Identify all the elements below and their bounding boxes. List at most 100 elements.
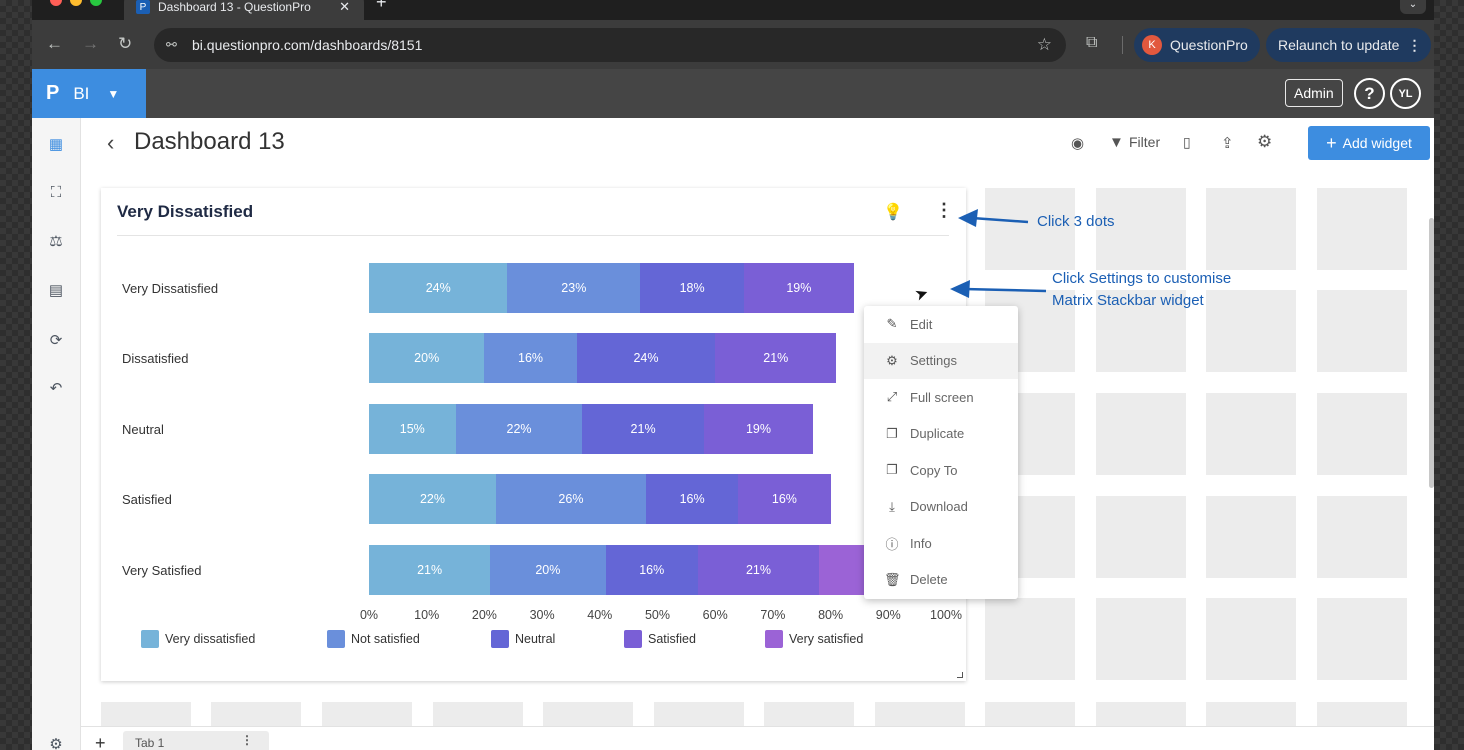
x-tick-label: 0% xyxy=(359,608,379,622)
legend-swatch xyxy=(141,630,159,648)
dashboard-grid-icon[interactable]: ▦ xyxy=(48,136,64,153)
x-tick-label: 70% xyxy=(760,608,786,622)
menu-item-duplicate[interactable]: ❐ Duplicate xyxy=(864,416,1018,452)
bar-segment[interactable]: 16% xyxy=(645,474,739,524)
minimize-window-button[interactable] xyxy=(70,0,82,6)
reply-arrow-icon[interactable]: ↶ xyxy=(49,380,63,397)
bar-segment[interactable]: 22% xyxy=(455,404,583,454)
legend-item[interactable]: Neutral xyxy=(491,630,555,648)
questionpro-logo: P xyxy=(46,82,60,104)
tab-search-icon[interactable]: ⌄ xyxy=(1400,0,1426,14)
report-chart-icon[interactable]: ▤ xyxy=(48,282,64,299)
stackbar-widget: Very Dissatisfied 💡 ⋮ Very Dissatisfied 2… xyxy=(101,188,1018,681)
resize-handle[interactable] xyxy=(957,672,963,678)
menu-item-edit[interactable]: ✎ Edit xyxy=(864,306,1018,342)
tab-more-icon[interactable]: ⋮ xyxy=(241,733,253,747)
grid-placeholder xyxy=(1096,393,1186,475)
vertical-scrollbar[interactable] xyxy=(1429,218,1434,488)
bar-segment[interactable]: 21% xyxy=(697,545,820,595)
bar-segment[interactable]: 21% xyxy=(369,545,491,595)
bar-segment[interactable]: 20% xyxy=(369,333,485,383)
x-tick-label: 40% xyxy=(587,608,613,622)
menu-item-label: Duplicate xyxy=(910,426,965,441)
brand-switcher[interactable]: P BI ▼ xyxy=(32,69,146,118)
toolbar-divider xyxy=(1122,36,1123,54)
share-icon[interactable]: ⇪ xyxy=(1221,135,1234,152)
browser-window: P Dashboard 13 - QuestionPro ✕ + ⌄ ← → ↻… xyxy=(32,0,1434,750)
bar-segment[interactable]: 16% xyxy=(738,474,831,524)
bar-segment[interactable]: 15% xyxy=(369,404,456,454)
add-tab-icon[interactable]: + xyxy=(95,733,106,750)
add-widget-button[interactable]: + Add widget xyxy=(1308,126,1430,160)
back-arrow-icon[interactable]: ← xyxy=(46,34,63,53)
bar-segment[interactable]: 16% xyxy=(484,333,577,383)
site-info-icon[interactable]: ⚯ xyxy=(166,37,177,52)
bar-segment[interactable]: 23% xyxy=(507,263,641,313)
menu-item-delete[interactable]: 🗑 Delete xyxy=(864,562,1018,598)
scan-icon[interactable]: ⛶ xyxy=(50,183,62,201)
legend-label: Very satisfied xyxy=(789,632,864,646)
extensions-icon[interactable]: ⧉ xyxy=(1086,34,1098,51)
tab-bar: + Tab 1 ⋮ xyxy=(81,726,1434,750)
admin-button[interactable]: Admin xyxy=(1285,79,1343,107)
user-avatar[interactable]: YL xyxy=(1390,78,1421,109)
category-label: Satisfied xyxy=(122,492,172,507)
help-icon[interactable]: ? xyxy=(1354,78,1385,109)
profile-avatar: K xyxy=(1142,35,1162,55)
grid-placeholder xyxy=(1206,598,1296,680)
pdf-icon[interactable]: ▯ xyxy=(1183,134,1191,150)
legend-item[interactable]: Very dissatisfied xyxy=(141,630,255,648)
close-window-button[interactable] xyxy=(50,0,62,6)
bar-segment[interactable]: 24% xyxy=(576,333,716,383)
insight-bulb-icon[interactable]: 💡 xyxy=(883,204,903,221)
reload-icon[interactable]: ↻ xyxy=(118,34,133,53)
bar-segment[interactable]: 26% xyxy=(495,474,646,524)
filter-button[interactable]: Filter xyxy=(1129,134,1161,150)
menu-item-download[interactable]: ⤓ Download xyxy=(864,489,1018,525)
legend-item[interactable]: Very satisfied xyxy=(765,630,863,648)
address-bar[interactable]: ⚯ bi.questionpro.com/dashboards/8151 ☆ xyxy=(154,28,1066,62)
menu-item-info[interactable]: ⓘ Info xyxy=(864,525,1018,561)
category-label: Very Dissatisfied xyxy=(122,281,219,296)
grid-placeholder xyxy=(654,702,744,728)
legend-item[interactable]: Satisfied xyxy=(624,630,696,648)
grid-placeholder xyxy=(1096,496,1186,578)
menu-item-settings[interactable]: ⚙ Settings xyxy=(864,342,1018,379)
bar-segment[interactable]: 21% xyxy=(582,404,704,454)
maximize-window-button[interactable] xyxy=(90,0,102,6)
menu-item-label: Delete xyxy=(910,572,948,587)
tab-close-icon[interactable]: ✕ xyxy=(339,0,350,14)
profile-button[interactable]: K QuestionPro xyxy=(1134,28,1260,62)
bar-segment[interactable]: 18% xyxy=(640,263,745,313)
forward-arrow-icon[interactable]: → xyxy=(82,34,99,53)
new-tab-icon[interactable]: + xyxy=(376,0,387,12)
legend-label: Not satisfied xyxy=(351,632,420,646)
grid-placeholder xyxy=(764,702,854,728)
back-chevron-icon[interactable]: ‹ xyxy=(107,130,115,155)
balance-scale-icon[interactable]: ⚖ xyxy=(49,233,63,250)
brand-label: BI xyxy=(73,83,90,103)
tab-1[interactable]: Tab 1 ⋮ xyxy=(123,731,269,750)
preview-eye-icon[interactable]: ◉ xyxy=(1071,135,1085,152)
menu-item-copy-to[interactable]: ❐ Copy To xyxy=(864,452,1018,488)
grid-placeholder xyxy=(1317,393,1407,475)
bar-segment[interactable]: 20% xyxy=(490,545,606,595)
browser-tab[interactable]: P Dashboard 13 - QuestionPro ✕ xyxy=(124,0,364,20)
settings-gear-icon[interactable]: ⚙ xyxy=(49,736,63,750)
bar-segment[interactable]: 24% xyxy=(369,263,508,313)
bar-segment[interactable]: 21% xyxy=(715,333,837,383)
bar-segment[interactable]: 19% xyxy=(744,263,854,313)
widget-menu-dots-icon[interactable]: ⋮ xyxy=(935,200,953,220)
menu-item-full-screen[interactable]: ⤢ Full screen xyxy=(864,379,1018,415)
page-header: ‹ Dashboard 13 ◉ ▼ Filter ▯ ⇪ ⚙ + Add wi… xyxy=(81,118,1434,168)
bar-segment[interactable]: 16% xyxy=(605,545,698,595)
filter-icon[interactable]: ▼ xyxy=(1109,134,1124,151)
annotation-dots: Click 3 dots xyxy=(1037,213,1115,230)
dashboard-settings-icon[interactable]: ⚙ xyxy=(1257,132,1273,151)
relaunch-button[interactable]: Relaunch to update ⋮ xyxy=(1266,28,1432,62)
bookmark-star-icon[interactable]: ☆ xyxy=(1036,35,1052,54)
legend-item[interactable]: Not satisfied xyxy=(327,630,420,648)
bar-segment[interactable]: 19% xyxy=(703,404,814,454)
bar-segment[interactable]: 22% xyxy=(369,474,496,524)
data-refresh-icon[interactable]: ⟳ xyxy=(49,332,63,349)
